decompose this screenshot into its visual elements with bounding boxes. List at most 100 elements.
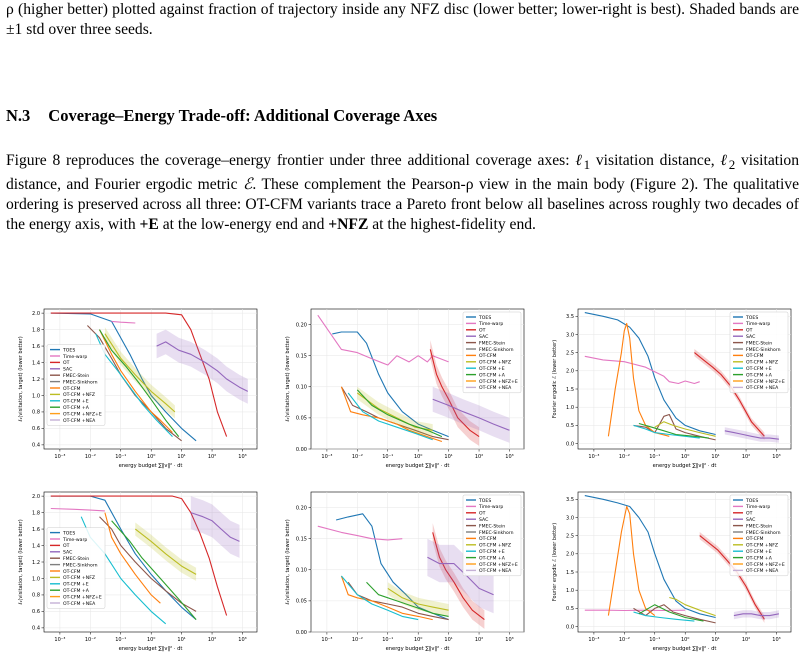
x-tick-label: 10¹ [711, 454, 719, 460]
x-tick-label: 10² [208, 637, 216, 643]
series-line [633, 604, 716, 624]
series-line [724, 430, 779, 440]
x-tick-label: 10² [742, 637, 750, 643]
std-band [430, 340, 480, 446]
legend-label: OT [746, 328, 753, 334]
series-line [50, 312, 228, 437]
legend-label: SAC [746, 517, 755, 523]
legend-label: SAC [63, 367, 72, 373]
y-tick-label: 1.2 [32, 377, 40, 383]
series-line [190, 512, 240, 542]
series-group [50, 312, 249, 442]
series-line [317, 525, 403, 541]
y-tick-label: 2.0 [32, 311, 40, 317]
y-tick-label: 3.5 [566, 497, 574, 503]
y-tick-label: 1.0 [566, 588, 574, 594]
series-line [104, 333, 176, 413]
legend-label: FMEC-Sinkhorn [479, 347, 514, 353]
x-tick-label: 10⁻³ [321, 454, 332, 460]
y-tick-label: 3.0 [566, 332, 574, 338]
series-line [366, 581, 449, 617]
x-tick-label: 10⁻² [85, 454, 96, 460]
section-title: Coverage–Energy Trade-off: Additional Co… [48, 106, 438, 125]
y-tick-label: 1.8 [32, 510, 40, 516]
bold-nfz: +NFZ [328, 216, 369, 234]
x-axis-label: energy budget ∑‖v‖² · dt [386, 463, 450, 469]
legend-label: FMEC-Stein [746, 340, 772, 346]
y-tick-label: 2.0 [32, 494, 40, 500]
x-tick-label: 10⁻³ [588, 637, 599, 643]
legend-label: Time-warp [478, 321, 503, 327]
x-tick-label: 10⁰ [414, 454, 422, 460]
legend-label: OT-CFM +NEA [479, 568, 512, 574]
series-group [50, 495, 240, 625]
legend-label: OT-CFM +NFZ [479, 360, 511, 366]
series-line [429, 349, 480, 438]
x-axis-label: energy budget ∑‖v‖² · dt [386, 646, 450, 652]
body-paragraph: Figure 8 reproduces the coverage–energy … [6, 151, 799, 235]
x-tick-label: 10⁰ [681, 637, 689, 643]
series-line [633, 611, 695, 622]
caption-continuation: ρ (higher better) plotted against fracti… [6, 1, 799, 38]
paragraph-text: Figure 8 reproduces the coverage–energy … [6, 152, 576, 169]
y-tick-label: 1.0 [32, 393, 40, 399]
series-line [607, 322, 670, 437]
y-tick-label: 1.0 [32, 576, 40, 582]
legend-label: FMEC-Sinkhorn [63, 562, 98, 568]
legend-label: OT-CFM +NFZ [63, 392, 95, 398]
y-tick-label: 1.6 [32, 527, 40, 533]
std-band [432, 523, 485, 629]
series-line [427, 556, 494, 596]
chart-panel: 10⁻³ 10⁻² 10⁻¹ 10⁰ 10¹ 10² 10³ 0.4 0.6 0.8 1.0 1.2 1… [8, 305, 263, 473]
legend-label: SAC [63, 550, 72, 556]
series-line [340, 575, 419, 621]
legend-label: OT-CFM +A [746, 555, 773, 561]
series-line [50, 495, 228, 616]
std-band [190, 496, 240, 558]
y-tick-label: 2.5 [566, 350, 574, 356]
x-tick-label: 10⁻¹ [382, 637, 393, 643]
series-line [694, 352, 765, 437]
y-tick-label: 3.5 [566, 314, 574, 320]
chart-l2-row1: 10⁻³ 10⁻² 10⁻¹ 10⁰ 10¹ 10² 10³ 0.00 0.05 0.10 0.15… [285, 308, 525, 469]
section-number: N.3 [6, 106, 31, 125]
legend-label: OT-CFM +E [479, 549, 505, 555]
y-tick-label: 0.5 [566, 606, 574, 612]
x-tick-label: 10³ [505, 454, 513, 460]
legend-label: Time-warp [62, 537, 87, 543]
series-line [669, 596, 716, 617]
series-group [584, 495, 780, 624]
series-line [638, 422, 709, 439]
x-tick-label: 10⁻² [85, 637, 96, 643]
series-line [584, 355, 700, 385]
y-tick-label: 0.10 [296, 568, 307, 574]
legend-label: FMEC-Sinkhorn [479, 530, 514, 536]
y-tick-label: 1.0 [566, 405, 574, 411]
x-tick-label: 10⁻² [352, 637, 363, 643]
x-tick-label: 10² [475, 637, 483, 643]
series-line [638, 604, 704, 622]
y-axis-label: Fourier ergodic ℰ (lower better) [552, 340, 558, 418]
legend-label: OT-CFM +E [746, 549, 772, 555]
legend-label: OT-CFM +NFZ+E [479, 379, 518, 385]
series-line [432, 532, 485, 621]
x-tick-label: 10⁻¹ [115, 454, 126, 460]
math-ergodic: ℰ [242, 176, 253, 194]
y-tick-label: 0.15 [296, 536, 307, 542]
y-tick-label: 0.00 [296, 630, 307, 636]
legend-label: OT-CFM +NEA [63, 601, 96, 607]
legend-label: OT-CFM [479, 353, 497, 359]
series-line [111, 320, 136, 324]
legend-box [729, 311, 789, 394]
legend-label: TOES [478, 498, 491, 504]
section-heading: N.3 Coverage–Energy Trade-off: Additional… [6, 106, 437, 126]
x-tick-label: 10⁻³ [54, 454, 65, 460]
series-line [584, 495, 716, 619]
y-tick-label: 0.5 [566, 423, 574, 429]
legend-label: OT-CFM +NFZ+E [746, 379, 785, 385]
y-tick-label: 0.20 [296, 322, 307, 328]
chart-ergodic-row2: 10⁻³ 10⁻² 10⁻¹ 10⁰ 10¹ 10² 10³ 0.0 0.5 1.0 1.5 2.0 2… [552, 491, 792, 652]
y-tick-label: 0.05 [296, 416, 307, 422]
x-tick-label: 10⁻³ [588, 454, 599, 460]
x-tick-label: 10³ [238, 637, 246, 643]
